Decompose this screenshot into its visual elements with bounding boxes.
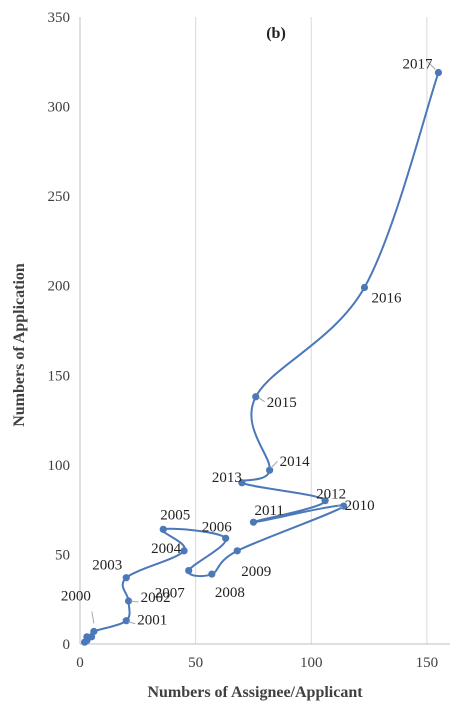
panel-label: (b) [266, 25, 286, 42]
leader-line-2014 [270, 460, 278, 469]
point-label-2007: 2007 [155, 586, 186, 602]
point-label-2014: 2014 [280, 454, 311, 470]
data-point-2000 [90, 627, 98, 636]
y-tick-label-100: 100 [48, 458, 71, 474]
point-label-2011: 2011 [254, 503, 283, 519]
point-label-2017: 2017 [402, 57, 433, 73]
data-point-2015 [252, 393, 260, 401]
x-tick-label-0: 0 [76, 655, 84, 671]
y-tick-label-0: 0 [63, 637, 71, 653]
x-tick-label-150: 150 [416, 655, 439, 671]
tick-labels: 0 50 100 150 0 50 100 150 200 250 300 350 [48, 10, 439, 671]
point-label-2013: 2013 [212, 470, 242, 486]
leader-line-2017 [427, 61, 436, 70]
series-line [84, 72, 440, 644]
y-tick-label-250: 250 [48, 189, 71, 205]
point-label-2008: 2008 [215, 585, 245, 601]
y-tick-label-150: 150 [48, 368, 71, 384]
point-labels: 2000 2001 2002 2003 2004 2005 2006 2007 2008 2009… [61, 57, 433, 629]
data-point-2017 [434, 68, 443, 77]
data-points [81, 68, 443, 646]
point-label-2006: 2006 [202, 519, 233, 535]
point-label-2001: 2001 [137, 613, 167, 629]
data-point-2005 [159, 525, 167, 533]
point-label-2015: 2015 [267, 395, 297, 411]
point-label-2016: 2016 [371, 291, 402, 307]
point-label-2002: 2002 [141, 590, 171, 606]
leader-line-2002 [130, 600, 139, 603]
data-point-2004 [180, 547, 188, 555]
point-label-2010: 2010 [345, 498, 375, 514]
data-point-2011 [249, 518, 258, 526]
data-point-2014 [266, 466, 274, 474]
data-point-2013 [238, 479, 246, 487]
leader-line-2001 [128, 621, 136, 625]
x-tick-label-50: 50 [188, 655, 203, 671]
point-label-2005: 2005 [160, 507, 190, 523]
data-point-2008 [208, 570, 216, 578]
point-label-2009: 2009 [241, 564, 271, 580]
axes [79, 17, 450, 645]
x-tick-label-100: 100 [300, 655, 323, 671]
point-label-2004: 2004 [151, 541, 182, 557]
point-label-2000: 2000 [61, 588, 91, 604]
y-axis-title: Numbers of Application [11, 263, 28, 427]
data-point-2003 [122, 574, 130, 582]
data-point-2002 [124, 597, 133, 605]
leader-line-2010 [337, 504, 343, 509]
point-label-2012: 2012 [316, 487, 346, 503]
data-point-2012 [321, 497, 329, 505]
y-tick-label-50: 50 [55, 547, 70, 563]
gridlines [195, 17, 428, 644]
data-point-2016 [360, 283, 369, 292]
leader-line-2000 [91, 611, 95, 624]
data-point-2009 [233, 547, 241, 555]
x-axis-title: Numbers of Assignee/Applicant [147, 684, 363, 701]
y-tick-label-200: 200 [48, 279, 71, 295]
label-leader-lines [91, 61, 436, 625]
leader-line-2015 [258, 397, 266, 403]
data-point-early-3 [87, 633, 96, 641]
data-point-2001 [122, 617, 130, 625]
data-point-2006 [222, 534, 230, 542]
y-tick-label-300: 300 [48, 100, 71, 116]
point-label-2003: 2003 [92, 558, 122, 574]
data-point-2007 [185, 566, 193, 575]
y-tick-label-350: 350 [48, 10, 71, 26]
